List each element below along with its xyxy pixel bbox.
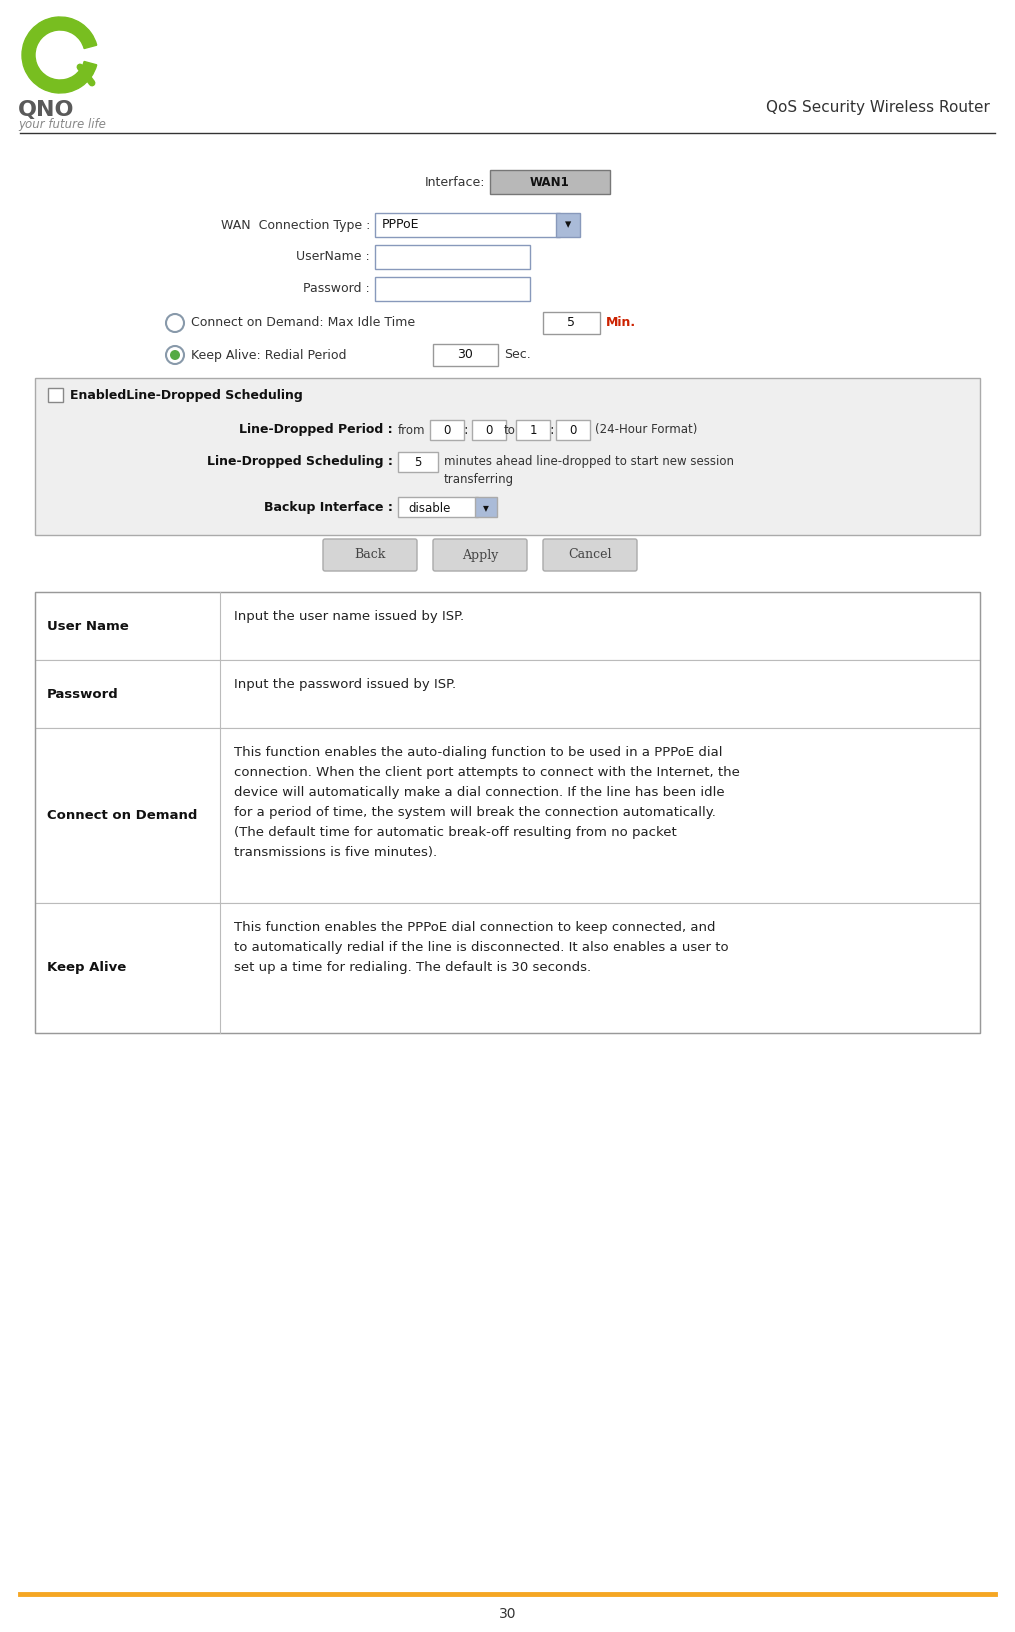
Text: device will automatically make a dial connection. If the line has been idle: device will automatically make a dial co… — [234, 787, 725, 800]
Text: EnabledLine-Dropped Scheduling: EnabledLine-Dropped Scheduling — [70, 388, 302, 401]
Text: 0: 0 — [569, 423, 577, 436]
FancyBboxPatch shape — [35, 659, 980, 728]
FancyBboxPatch shape — [48, 388, 63, 401]
Text: (24-Hour Format): (24-Hour Format) — [595, 423, 697, 436]
Text: Password :: Password : — [303, 282, 370, 295]
Text: Cancel: Cancel — [568, 548, 612, 561]
Text: ▾: ▾ — [565, 219, 571, 232]
FancyBboxPatch shape — [556, 214, 580, 237]
FancyBboxPatch shape — [472, 419, 506, 441]
Text: Keep Alive: Keep Alive — [47, 961, 126, 974]
Text: Min.: Min. — [606, 317, 636, 330]
Circle shape — [170, 349, 180, 361]
Text: Input the user name issued by ISP.: Input the user name issued by ISP. — [234, 610, 464, 623]
FancyBboxPatch shape — [433, 539, 527, 571]
Text: This function enables the auto-dialing function to be used in a PPPoE dial: This function enables the auto-dialing f… — [234, 746, 723, 759]
FancyBboxPatch shape — [35, 592, 980, 659]
FancyBboxPatch shape — [35, 379, 980, 535]
FancyBboxPatch shape — [475, 498, 497, 517]
FancyBboxPatch shape — [430, 419, 464, 441]
Text: 0: 0 — [485, 423, 492, 436]
Text: ▾: ▾ — [483, 501, 489, 514]
FancyBboxPatch shape — [375, 277, 530, 300]
Text: 30: 30 — [457, 349, 473, 362]
Text: Apply: Apply — [462, 548, 498, 561]
Text: PPPoE: PPPoE — [382, 219, 419, 232]
Text: WAN  Connection Type :: WAN Connection Type : — [220, 219, 370, 232]
FancyBboxPatch shape — [490, 170, 610, 194]
Text: disable: disable — [408, 501, 451, 514]
FancyBboxPatch shape — [398, 498, 478, 517]
Text: Sec.: Sec. — [504, 349, 531, 362]
Text: Connect on Demand: Max Idle Time: Connect on Demand: Max Idle Time — [191, 317, 415, 330]
Text: transmissions is five minutes).: transmissions is five minutes). — [234, 845, 437, 858]
Text: for a period of time, the system will break the connection automatically.: for a period of time, the system will br… — [234, 806, 716, 819]
Text: to automatically redial if the line is disconnected. It also enables a user to: to automatically redial if the line is d… — [234, 942, 729, 955]
FancyBboxPatch shape — [543, 539, 637, 571]
Text: Line-Dropped Scheduling :: Line-Dropped Scheduling : — [207, 455, 393, 468]
Text: Keep Alive: Redial Period: Keep Alive: Redial Period — [191, 349, 346, 362]
Text: QoS Security Wireless Router: QoS Security Wireless Router — [766, 100, 990, 114]
Text: (The default time for automatic break-off resulting from no packet: (The default time for automatic break-of… — [234, 826, 677, 839]
Text: Password: Password — [47, 687, 119, 700]
Text: 5: 5 — [567, 317, 576, 330]
Text: Line-Dropped Period :: Line-Dropped Period : — [240, 423, 393, 436]
FancyBboxPatch shape — [35, 728, 980, 902]
FancyBboxPatch shape — [35, 902, 980, 1033]
Text: :: : — [550, 423, 554, 437]
Text: QNO: QNO — [18, 100, 74, 121]
Text: 5: 5 — [414, 455, 421, 468]
Text: WAN1: WAN1 — [530, 176, 569, 189]
FancyBboxPatch shape — [323, 539, 417, 571]
FancyBboxPatch shape — [543, 312, 600, 335]
Text: UserName :: UserName : — [296, 250, 370, 263]
Text: Back: Back — [354, 548, 386, 561]
FancyBboxPatch shape — [433, 344, 498, 366]
FancyBboxPatch shape — [375, 245, 530, 269]
Text: set up a time for redialing. The default is 30 seconds.: set up a time for redialing. The default… — [234, 961, 591, 974]
Text: Backup Interface :: Backup Interface : — [264, 501, 393, 514]
Text: your future life: your future life — [18, 118, 106, 131]
FancyBboxPatch shape — [516, 419, 550, 441]
Text: 30: 30 — [498, 1608, 517, 1621]
Text: Connect on Demand: Connect on Demand — [47, 809, 197, 823]
Text: from: from — [398, 423, 425, 436]
FancyBboxPatch shape — [556, 419, 590, 441]
Text: connection. When the client port attempts to connect with the Internet, the: connection. When the client port attempt… — [234, 765, 740, 778]
Text: :: : — [464, 423, 468, 437]
FancyBboxPatch shape — [375, 214, 560, 237]
Text: Input the password issued by ISP.: Input the password issued by ISP. — [234, 677, 456, 690]
Text: Interface:: Interface: — [424, 176, 485, 189]
Text: This function enables the PPPoE dial connection to keep connected, and: This function enables the PPPoE dial con… — [234, 920, 716, 934]
Text: minutes ahead line-dropped to start new session: minutes ahead line-dropped to start new … — [444, 455, 734, 468]
Text: transferring: transferring — [444, 473, 515, 486]
FancyBboxPatch shape — [398, 452, 438, 472]
Text: to: to — [504, 423, 516, 436]
Text: 1: 1 — [529, 423, 537, 436]
Text: 0: 0 — [444, 423, 451, 436]
Wedge shape — [22, 16, 96, 93]
Text: User Name: User Name — [47, 620, 129, 633]
